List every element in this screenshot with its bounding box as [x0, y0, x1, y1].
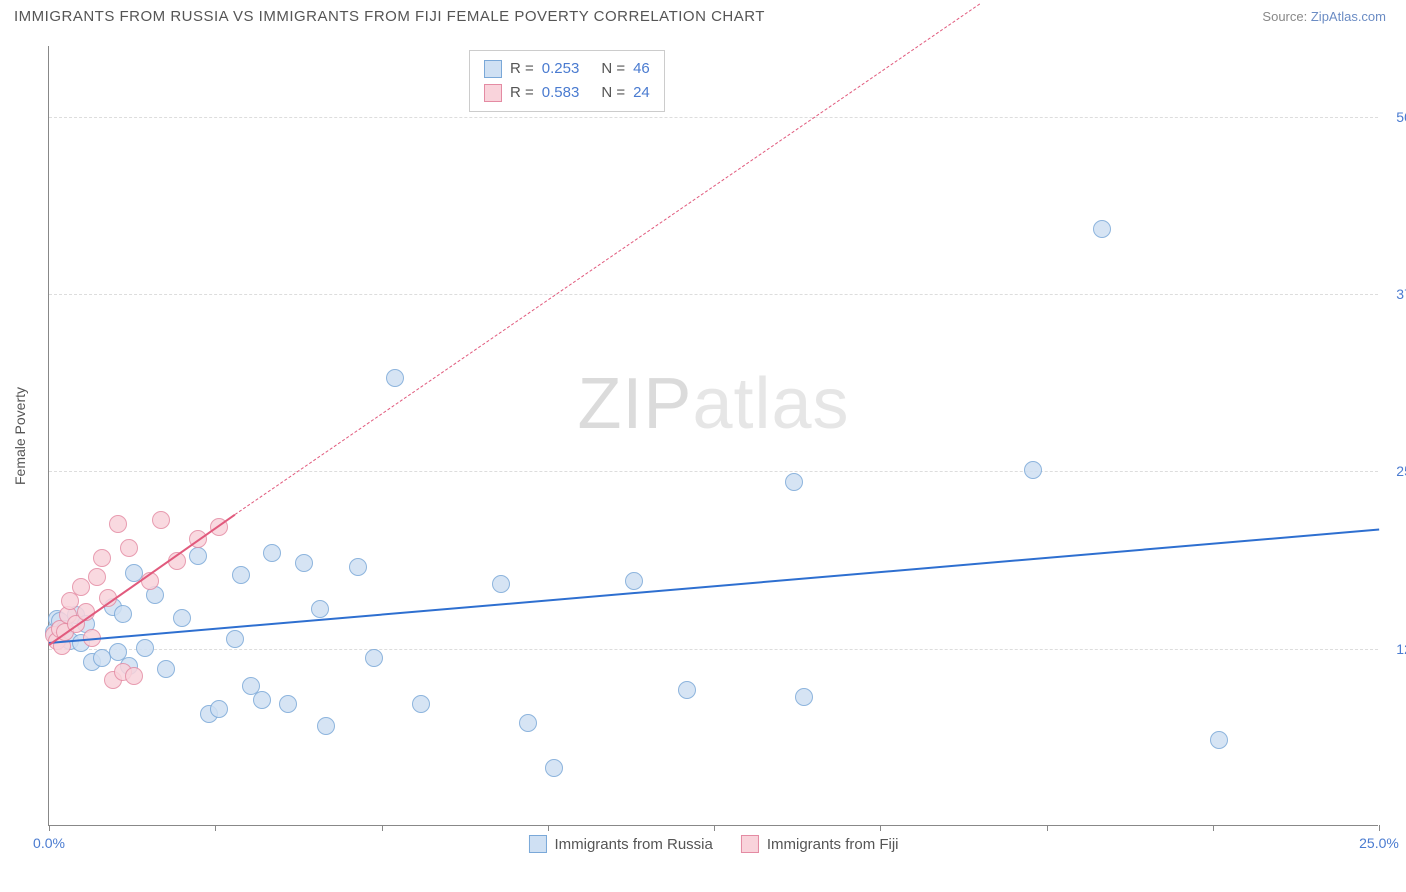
gridline: [49, 294, 1378, 295]
data-point: [625, 572, 643, 590]
x-tick: [1047, 825, 1048, 831]
data-point: [1024, 461, 1042, 479]
y-tick-label: 12.5%: [1396, 641, 1406, 657]
gridline: [49, 471, 1378, 472]
data-point: [545, 759, 563, 777]
y-tick-label: 37.5%: [1396, 286, 1406, 302]
data-point: [72, 578, 90, 596]
data-point: [279, 695, 297, 713]
data-point: [317, 717, 335, 735]
legend-swatch: [528, 835, 546, 853]
data-point: [349, 558, 367, 576]
chart-title: IMMIGRANTS FROM RUSSIA VS IMMIGRANTS FRO…: [14, 8, 765, 25]
data-point: [109, 515, 127, 533]
data-point: [93, 549, 111, 567]
stats-legend-row: R = 0.583N = 24: [484, 81, 650, 105]
legend-swatch: [484, 84, 502, 102]
data-point: [253, 691, 271, 709]
data-point: [785, 473, 803, 491]
data-point: [412, 695, 430, 713]
data-point: [136, 639, 154, 657]
data-point: [386, 369, 404, 387]
y-axis-label: Female Poverty: [12, 387, 28, 485]
x-tick-label: 25.0%: [1359, 835, 1399, 851]
data-point: [232, 566, 250, 584]
stats-legend-row: R = 0.253N = 46: [484, 57, 650, 81]
x-tick: [49, 825, 50, 831]
x-tick: [382, 825, 383, 831]
data-point: [519, 714, 537, 732]
data-point: [678, 681, 696, 699]
legend-item: Immigrants from Russia: [528, 835, 712, 853]
data-point: [88, 568, 106, 586]
x-tick: [215, 825, 216, 831]
watermark: ZIPatlas: [577, 363, 849, 445]
y-tick-label: 25.0%: [1396, 463, 1406, 479]
data-point: [311, 600, 329, 618]
data-point: [365, 649, 383, 667]
series-legend: Immigrants from Russia Immigrants from Fi…: [528, 835, 898, 853]
x-tick: [880, 825, 881, 831]
stats-legend: R = 0.253N = 46R = 0.583N = 24: [469, 50, 665, 112]
source-attribution: Source: ZipAtlas.com: [1262, 9, 1386, 24]
gridline: [49, 117, 1378, 118]
data-point: [152, 511, 170, 529]
x-tick-label: 0.0%: [33, 835, 65, 851]
chart-container: Female Poverty ZIPatlas 12.5%25.0%37.5%5…: [48, 46, 1378, 826]
plot-area: ZIPatlas 12.5%25.0%37.5%50.0%0.0%25.0%R …: [48, 46, 1378, 826]
legend-swatch: [484, 60, 502, 78]
data-point: [295, 554, 313, 572]
x-tick: [1213, 825, 1214, 831]
x-tick: [548, 825, 549, 831]
data-point: [226, 630, 244, 648]
x-tick: [714, 825, 715, 831]
gridline: [49, 649, 1378, 650]
trend-line: [49, 528, 1379, 643]
data-point: [120, 539, 138, 557]
data-point: [1210, 731, 1228, 749]
data-point: [795, 688, 813, 706]
data-point: [125, 667, 143, 685]
header: IMMIGRANTS FROM RUSSIA VS IMMIGRANTS FRO…: [0, 0, 1406, 29]
data-point: [263, 544, 281, 562]
data-point: [1093, 220, 1111, 238]
data-point: [114, 605, 132, 623]
legend-item: Immigrants from Fiji: [741, 835, 899, 853]
source-link[interactable]: ZipAtlas.com: [1311, 9, 1386, 24]
data-point: [210, 700, 228, 718]
data-point: [173, 609, 191, 627]
y-tick-label: 50.0%: [1396, 109, 1406, 125]
x-tick: [1379, 825, 1380, 831]
data-point: [492, 575, 510, 593]
data-point: [189, 547, 207, 565]
data-point: [157, 660, 175, 678]
legend-swatch: [741, 835, 759, 853]
